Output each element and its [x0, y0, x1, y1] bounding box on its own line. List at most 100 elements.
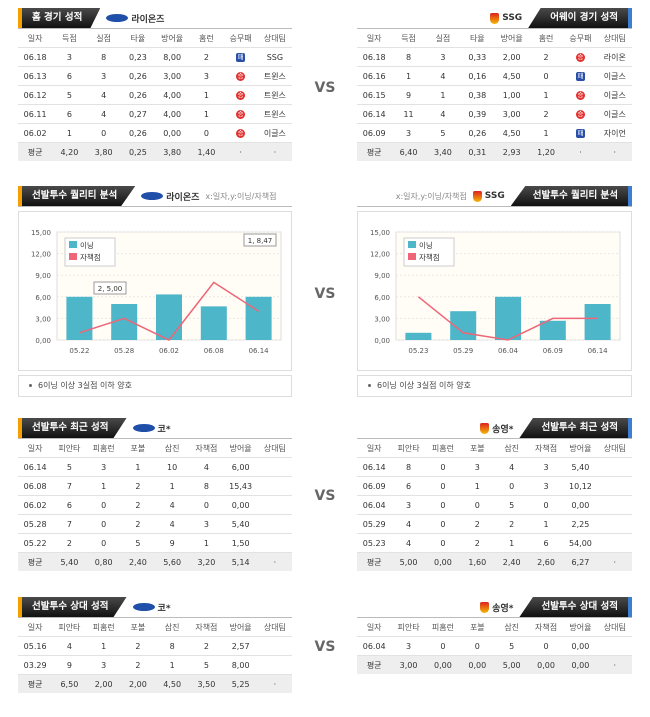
cell: 4: [189, 457, 224, 477]
vs-label: VS: [314, 80, 336, 96]
cell: 1: [528, 123, 564, 143]
cell: 6,00: [223, 457, 258, 477]
cell: 0,38: [460, 85, 495, 105]
y-tick-label: 6,00: [35, 294, 51, 302]
data-row: 06.14 11 4 0,39 3,00 2 승 이글스: [357, 104, 632, 124]
cell: 4: [425, 66, 461, 86]
cell: 1: [528, 85, 564, 105]
header-tab: 어웨이 경기 성적: [528, 8, 632, 28]
bullet: [29, 384, 32, 387]
data-row: 05.16 4 1 2 8 2 2,57: [18, 636, 292, 656]
cell: ·: [597, 142, 632, 161]
column-header: 피안타: [52, 439, 87, 458]
bar: [584, 304, 611, 340]
data-row: 06.04 3 0 0 5 0 0,00: [357, 636, 632, 656]
bar: [539, 320, 566, 340]
vs-label: VS: [314, 639, 336, 655]
data-row: 06.15 9 1 0,38 1,00 1 승 이글스: [357, 85, 632, 105]
cell: 3: [528, 457, 564, 477]
cell: 0: [425, 533, 461, 553]
result-badge: 승: [575, 91, 585, 100]
cell: ·: [597, 655, 632, 674]
cell: 3: [189, 514, 224, 534]
data-row: 05.28 7 0 2 4 3 5,40: [18, 514, 292, 534]
cell: 0: [460, 495, 495, 515]
cell: 1: [155, 655, 190, 675]
header-tab: 홈 경기 성적: [18, 8, 101, 28]
column-header: 일자: [18, 29, 53, 48]
cell: 1: [86, 636, 121, 656]
panel-header: 홈 경기 성적 라이온즈: [18, 8, 292, 29]
column-header: 상대팀: [597, 618, 632, 637]
header-row: 일자 피안타 피홈런 포볼 삼진 자책점 방어율 상대팀: [18, 439, 292, 458]
team-name: 코*: [157, 424, 171, 435]
column-header: 상대팀: [257, 618, 292, 637]
cell: 0: [528, 66, 564, 86]
cell: 2: [494, 514, 529, 534]
cell: 0: [528, 495, 564, 515]
cell: 3: [391, 495, 426, 515]
cell: 이글스: [597, 104, 632, 124]
team-label: 라이온즈: [141, 190, 199, 203]
cell: 0: [528, 636, 564, 656]
x-tick-label: 06.04: [498, 347, 519, 355]
cell: 1: [189, 533, 224, 553]
cell: 1: [425, 85, 461, 105]
data-row: 06.16 1 4 0,16 4,50 0 패 이글스: [357, 66, 632, 86]
cell: 0,26: [120, 123, 155, 143]
cell: 4: [155, 514, 190, 534]
cell: 승: [223, 66, 258, 86]
left-panel: 선발투수 퀄리티 분석 라이온즈 x:일자,y:이닝/자책점 0,00 3,00 6,00…: [18, 186, 292, 397]
team-label: SSG: [490, 12, 523, 24]
cell: 8,00: [155, 47, 190, 67]
cell: 4: [155, 495, 190, 515]
data-row: 06.18 8 3 0,33 2,00 2 승 라이온: [357, 47, 632, 67]
data-row: 05.29 4 0 2 2 1 2,25: [357, 514, 632, 534]
column-header: 승무패: [563, 29, 598, 48]
cell: 3: [391, 123, 426, 143]
right-panel: SSG 어웨이 경기 성적 일자 득점 실점 타율 방어율 홈런 승무패 상대팀 06.18 8 3 0,…: [357, 8, 632, 161]
cell: 6,40: [391, 142, 426, 161]
cell: [257, 495, 292, 515]
cell: 평균: [18, 142, 53, 161]
bar: [245, 296, 272, 340]
cell: 2,00: [494, 47, 529, 67]
cell: 3,80: [155, 142, 190, 161]
column-header: 상대팀: [597, 439, 632, 458]
column-header: 일자: [357, 439, 392, 458]
cell: 06.16: [357, 66, 392, 86]
cell: 패: [563, 66, 598, 86]
x-tick-label: 06.14: [249, 347, 270, 355]
bar: [156, 294, 182, 340]
cell: [597, 457, 632, 477]
note-text: 6이닝 이상 3실점 이하 양호: [377, 381, 471, 390]
cell: 3: [528, 476, 564, 496]
cell: 5: [494, 636, 529, 656]
team-name: SSG: [502, 13, 523, 23]
column-header: 자책점: [189, 439, 224, 458]
team-logo: [472, 190, 482, 202]
cell: 0: [86, 495, 121, 515]
cell: 3: [391, 636, 426, 656]
cell: 0: [86, 123, 121, 143]
data-row: 06.02 6 0 2 4 0 0,00: [18, 495, 292, 515]
cell: 06.14: [18, 457, 53, 477]
x-tick-label: 05.23: [408, 347, 428, 355]
cell: 트윈스: [257, 104, 292, 124]
right-panel: x:일자,y:이닝/자책점 SSG 선발투수 퀄리티 분석 0,00 3,00 6,00 9…: [357, 186, 632, 397]
cell: 3: [189, 66, 224, 86]
cell: 4: [86, 104, 121, 124]
cell: 2,93: [494, 142, 529, 161]
cell: 8: [391, 47, 426, 67]
header-tab: 선발투수 퀄리티 분석: [18, 186, 136, 206]
column-header: 타율: [120, 29, 155, 48]
cell: [597, 514, 632, 534]
cell: 3,00: [391, 655, 426, 674]
cell: [597, 495, 632, 515]
header-row: 일자 득점 실점 타율 방어율 홈런 승무패 상대팀: [18, 29, 292, 48]
team-name: 코*: [157, 603, 171, 614]
cell: 0,00: [425, 655, 461, 674]
cell: 05.22: [18, 533, 53, 553]
cell: 06.14: [357, 457, 392, 477]
data-row: 06.12 5 4 0,26 4,00 1 승 트윈스: [18, 85, 292, 105]
